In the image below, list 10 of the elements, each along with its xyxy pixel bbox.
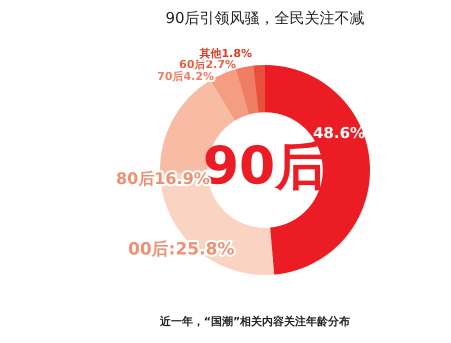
data-label: 48.6% <box>313 124 366 142</box>
data-label: 4.2% <box>183 70 214 83</box>
slice-label: 其他 <box>198 46 222 60</box>
slice-label: 80后 <box>116 169 154 188</box>
data-label: 1.8% <box>221 46 252 60</box>
data-label: 2.7% <box>205 58 236 71</box>
chart-title: 90后引领风骚，全民关注不减 <box>165 8 365 27</box>
slice-label: 00后 <box>128 239 169 260</box>
slice-label: 70后 <box>157 70 184 83</box>
text: 近一年，“国潮”相关内容关注年龄分布 <box>158 314 350 328</box>
